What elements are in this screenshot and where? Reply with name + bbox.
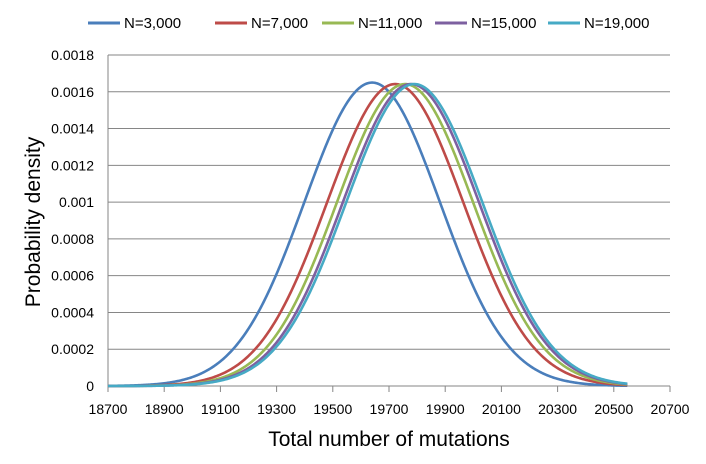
series-line-5 [107, 82, 628, 388]
gridlines [108, 54, 670, 350]
legend-label: N=19,000 [584, 15, 649, 32]
y-tick-label: 0.0002 [51, 341, 94, 357]
x-tick-label: 19700 [370, 401, 409, 417]
y-tick-label: 0.0014 [51, 121, 94, 137]
x-tick-label: 20700 [651, 401, 690, 417]
y-tick-labels: 0 0.0002 0.0004 0.0006 0.0008 0.001 0.0012 0.00… [51, 47, 94, 394]
series-line-3 [107, 82, 628, 388]
legend-label: N=3,000 [124, 15, 181, 32]
legend-label: N=15,000 [471, 15, 536, 32]
x-tick-label: 19100 [201, 401, 240, 417]
series-line-4 [107, 82, 628, 388]
legend-label: N=7,000 [251, 15, 308, 32]
x-tick-label: 19300 [257, 401, 296, 417]
y-tick-label: 0 [86, 378, 94, 394]
legend-label: N=11,000 [358, 15, 422, 32]
y-tick-label: 0.001 [59, 194, 94, 210]
y-tick-label: 0.0004 [51, 304, 94, 320]
y-axis-title: Probability density [22, 136, 45, 307]
x-tick-label: 19500 [313, 401, 352, 417]
series-line-1 [107, 81, 628, 388]
x-axis-title: Total number of mutations [268, 428, 510, 451]
x-tick-label: 20300 [538, 401, 577, 417]
x-tick-label: 18700 [89, 401, 128, 417]
x-tick-label: 18900 [145, 401, 184, 417]
series-line-2 [107, 82, 628, 388]
x-tick-label: 19900 [426, 401, 465, 417]
y-tick-label: 0.0012 [51, 157, 94, 173]
series-lines [107, 81, 628, 388]
y-tick-label: 0.0006 [51, 268, 94, 284]
y-tick-label: 0.0008 [51, 231, 94, 247]
y-tick-label: 0.0018 [51, 47, 94, 63]
x-tick-label: 20100 [482, 401, 521, 417]
x-tick-label: 20500 [594, 401, 633, 417]
y-tick-label: 0.0016 [51, 84, 94, 100]
x-tick-labels: 18700 18900 19100 19300 19500 19700 19900 20100… [89, 401, 690, 417]
legend: N=3,000 N=7,000 N=11,000 N=15,000 N=19,000 [88, 15, 649, 32]
